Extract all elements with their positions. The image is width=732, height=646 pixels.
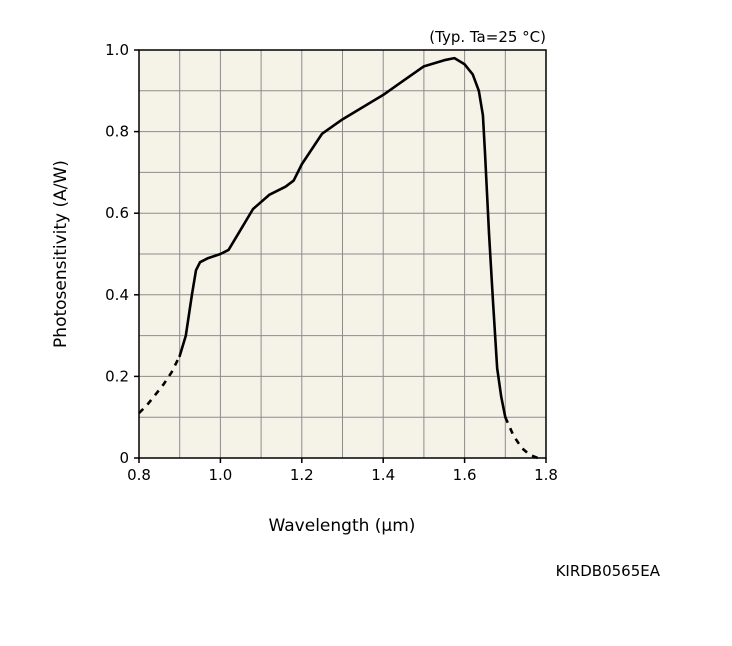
condition-note: (Typ. Ta=25 °C) xyxy=(429,28,546,46)
x-tick-label: 0.8 xyxy=(127,466,151,484)
x-tick-label: 1.4 xyxy=(371,466,395,484)
plot-frame xyxy=(138,49,547,459)
y-tick-label: 0 xyxy=(119,449,129,467)
x-axis-title: Wavelength (µm) xyxy=(269,516,416,536)
y-tick-label: 0.4 xyxy=(105,286,129,304)
y-tick-label: 1.0 xyxy=(105,41,129,59)
y-axis-title: Photosensitivity (A/W) xyxy=(51,160,71,348)
document-code: KIRDB0565EA xyxy=(556,562,661,580)
curve-solid-segment-1 xyxy=(178,56,507,419)
y-tick-label: 0.8 xyxy=(105,123,129,141)
y-tick-label: 0.6 xyxy=(105,204,129,222)
x-tick-label: 1.2 xyxy=(290,466,314,484)
x-tick-label: 1.8 xyxy=(534,466,558,484)
x-tick-label: 1.0 xyxy=(208,466,232,484)
y-tick-label: 0.2 xyxy=(105,367,129,385)
axis-ticks: 0.8 1.0 1.2 1.4 1.6 1.8 0 0.2 0.4 0.6 0.8 1.0 xyxy=(105,41,558,484)
spectral-response-series xyxy=(138,56,539,460)
grid-lines xyxy=(139,50,546,458)
curve-dashed-segment-2 xyxy=(504,416,539,460)
x-tick-label: 1.6 xyxy=(453,466,477,484)
